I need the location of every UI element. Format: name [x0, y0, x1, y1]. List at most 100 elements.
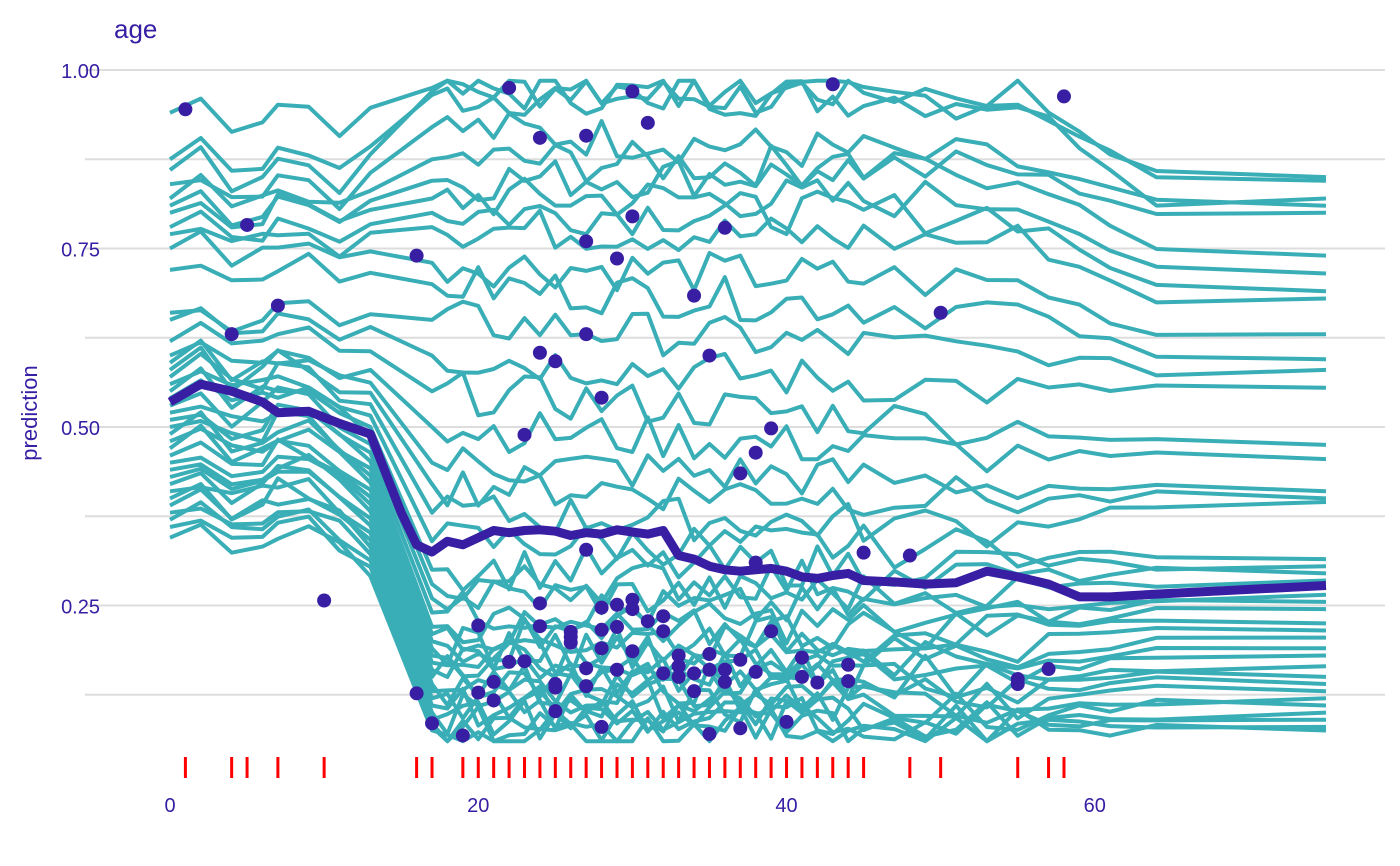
- profile-line: [169, 522, 1327, 744]
- observation-point: [548, 680, 563, 695]
- observation-point: [687, 288, 702, 303]
- observation-point: [425, 716, 440, 731]
- observation-point: [733, 721, 748, 736]
- observation-point: [594, 390, 609, 405]
- observation-point: [841, 674, 856, 689]
- observation-point: [717, 674, 732, 689]
- observation-point: [656, 666, 671, 681]
- observation-point: [594, 719, 609, 734]
- observation-point: [532, 130, 547, 145]
- profile-line: [169, 251, 1327, 362]
- mean-profile-line: [167, 379, 1327, 602]
- observation-point: [933, 305, 948, 320]
- observation-point: [240, 217, 255, 232]
- y-tick-label: 1.00: [61, 61, 100, 83]
- profile-line: [169, 340, 1327, 474]
- chart-title: age: [114, 14, 158, 44]
- observation-point: [579, 661, 594, 676]
- observation-point: [548, 354, 563, 369]
- observation-point: [471, 685, 486, 700]
- y-tick-label: 0.25: [61, 597, 100, 619]
- observation-point: [471, 618, 486, 633]
- observation-point: [841, 657, 856, 672]
- observation-point: [609, 619, 624, 634]
- observation-point: [579, 542, 594, 557]
- profile-line: [168, 410, 1327, 664]
- profile-line: [168, 423, 1327, 679]
- observation-point: [733, 652, 748, 667]
- observation-point: [594, 600, 609, 615]
- observation-point: [748, 555, 763, 570]
- x-tick-label: 20: [467, 795, 489, 817]
- observation-point: [594, 641, 609, 656]
- observation-point: [625, 84, 640, 99]
- observation-point: [579, 128, 594, 143]
- mean-profile: [167, 379, 1327, 602]
- x-axis-ticks: 0 20 40 60: [164, 795, 1105, 817]
- observation-point: [671, 669, 686, 684]
- observation-point: [902, 548, 917, 563]
- profile-line: [169, 476, 1327, 728]
- observation-point: [270, 298, 285, 313]
- observation-point: [702, 727, 717, 742]
- observation-point: [409, 248, 424, 263]
- x-tick-label: 40: [775, 795, 797, 817]
- observation-point: [517, 654, 532, 669]
- observation-point: [717, 220, 732, 235]
- observation-point: [764, 624, 779, 639]
- profile-line: [169, 299, 1327, 378]
- observation-point: [656, 609, 671, 624]
- observation-point: [702, 662, 717, 677]
- profile-line: [169, 229, 1327, 337]
- observation-point: [748, 445, 763, 460]
- observation-point: [640, 115, 655, 130]
- observation-point: [455, 728, 470, 743]
- profile-line: [168, 139, 1327, 216]
- observation-point: [625, 644, 640, 659]
- observation-point: [579, 679, 594, 694]
- observation-point: [609, 597, 624, 612]
- observation-point: [486, 674, 501, 689]
- observation-point: [810, 675, 825, 690]
- observation-point: [764, 421, 779, 436]
- observation-point: [794, 650, 809, 665]
- observation-point: [856, 545, 871, 560]
- observation-point: [517, 427, 532, 442]
- observation-point: [625, 602, 640, 617]
- profile-line: [168, 78, 1327, 208]
- observation-point: [640, 614, 655, 629]
- observation-point: [656, 624, 671, 639]
- profile-line: [169, 151, 1327, 258]
- observation-point: [825, 77, 840, 92]
- profile-line: [169, 452, 1327, 700]
- y-axis-ticks: 0.25 0.50 0.75 1.00: [61, 61, 100, 619]
- observation-point: [687, 684, 702, 699]
- observation-point: [671, 648, 686, 663]
- observation-point: [502, 654, 517, 669]
- y-axis-label: prediction: [17, 365, 42, 461]
- observation-point: [532, 596, 547, 611]
- profile-line: [168, 345, 1327, 517]
- x-tick-label: 60: [1084, 795, 1106, 817]
- observation-point: [625, 209, 640, 224]
- observation-point: [486, 693, 501, 708]
- observation-point: [579, 327, 594, 342]
- observation-point: [748, 664, 763, 679]
- observation-point: [532, 345, 547, 360]
- profile-line: [169, 78, 1327, 180]
- observation-point: [609, 662, 624, 677]
- observation-point: [687, 666, 702, 681]
- observation-point: [224, 327, 239, 342]
- observation-point: [178, 102, 193, 117]
- profile-line: [169, 477, 1327, 721]
- observation-point: [609, 251, 624, 266]
- observation-point: [579, 234, 594, 249]
- observation-point: [717, 662, 732, 677]
- profile-line: [169, 208, 1327, 305]
- observation-point: [1056, 89, 1071, 104]
- observation-point: [563, 635, 578, 650]
- observation-point: [1041, 662, 1056, 677]
- profile-line: [169, 176, 1327, 276]
- profile-line: [169, 409, 1327, 653]
